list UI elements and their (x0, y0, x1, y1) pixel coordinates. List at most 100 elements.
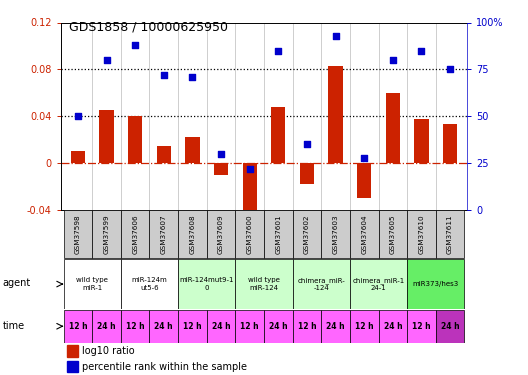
FancyBboxPatch shape (379, 310, 407, 343)
Text: GSM37602: GSM37602 (304, 214, 310, 254)
FancyBboxPatch shape (350, 310, 379, 343)
Text: 24 h: 24 h (326, 322, 345, 331)
Text: 12 h: 12 h (412, 322, 431, 331)
FancyBboxPatch shape (121, 210, 149, 258)
FancyBboxPatch shape (264, 210, 293, 258)
Text: GSM37606: GSM37606 (132, 214, 138, 254)
Bar (67, 345, 78, 357)
FancyBboxPatch shape (63, 259, 121, 309)
FancyBboxPatch shape (350, 259, 407, 309)
Bar (385, 93, 400, 163)
FancyBboxPatch shape (407, 310, 436, 343)
Text: log10 ratio: log10 ratio (82, 346, 135, 356)
Point (303, 141, 311, 147)
Text: 24 h: 24 h (155, 322, 173, 331)
Text: time: time (3, 321, 25, 331)
FancyBboxPatch shape (293, 210, 321, 258)
Text: GSM37600: GSM37600 (247, 214, 253, 254)
Bar (414, 118, 429, 163)
Bar (99, 110, 114, 163)
FancyBboxPatch shape (321, 210, 350, 258)
FancyBboxPatch shape (264, 310, 293, 343)
FancyBboxPatch shape (293, 259, 350, 309)
Text: GSM37610: GSM37610 (419, 214, 425, 254)
FancyBboxPatch shape (350, 210, 379, 258)
FancyBboxPatch shape (235, 210, 264, 258)
FancyBboxPatch shape (63, 310, 92, 343)
Bar (443, 124, 457, 163)
Point (102, 57, 111, 63)
Text: GSM37599: GSM37599 (103, 214, 109, 254)
Text: 12 h: 12 h (126, 322, 145, 331)
Bar (185, 137, 200, 163)
FancyBboxPatch shape (321, 310, 350, 343)
Text: 24 h: 24 h (383, 322, 402, 331)
FancyBboxPatch shape (379, 210, 407, 258)
Text: wild type
miR-1: wild type miR-1 (76, 278, 108, 291)
Text: GSM37607: GSM37607 (161, 214, 167, 254)
FancyBboxPatch shape (407, 259, 465, 309)
FancyBboxPatch shape (436, 210, 465, 258)
Text: GSM37603: GSM37603 (333, 214, 338, 254)
Text: 24 h: 24 h (441, 322, 459, 331)
Text: miR-124mut9-1
0: miR-124mut9-1 0 (180, 278, 234, 291)
FancyBboxPatch shape (121, 259, 178, 309)
Bar (128, 116, 143, 163)
Text: GSM37604: GSM37604 (361, 214, 367, 254)
Text: GSM37598: GSM37598 (75, 214, 81, 254)
Bar (242, 163, 257, 224)
FancyBboxPatch shape (178, 310, 207, 343)
Text: chimera_miR-1
24-1: chimera_miR-1 24-1 (352, 277, 404, 291)
Point (417, 48, 426, 54)
Text: miR373/hes3: miR373/hes3 (413, 281, 459, 287)
FancyBboxPatch shape (293, 310, 321, 343)
FancyBboxPatch shape (407, 210, 436, 258)
Text: 24 h: 24 h (97, 322, 116, 331)
Bar (71, 152, 85, 163)
FancyBboxPatch shape (235, 259, 293, 309)
Point (159, 72, 168, 78)
Text: 12 h: 12 h (240, 322, 259, 331)
Text: wild type
miR-124: wild type miR-124 (248, 278, 280, 291)
Point (217, 151, 225, 157)
Text: 12 h: 12 h (355, 322, 373, 331)
Bar (300, 163, 314, 184)
FancyBboxPatch shape (207, 210, 235, 258)
Bar (328, 66, 343, 163)
Text: percentile rank within the sample: percentile rank within the sample (82, 362, 248, 372)
Bar (357, 163, 371, 198)
FancyBboxPatch shape (178, 210, 207, 258)
Point (360, 154, 369, 160)
Text: 12 h: 12 h (298, 322, 316, 331)
FancyBboxPatch shape (207, 310, 235, 343)
Point (274, 48, 282, 54)
FancyBboxPatch shape (63, 210, 92, 258)
Text: 24 h: 24 h (212, 322, 230, 331)
Text: 24 h: 24 h (269, 322, 288, 331)
Point (332, 33, 340, 39)
Point (389, 57, 397, 63)
FancyBboxPatch shape (92, 310, 121, 343)
Text: GSM37605: GSM37605 (390, 214, 396, 254)
Text: GSM37609: GSM37609 (218, 214, 224, 254)
Text: 12 h: 12 h (69, 322, 87, 331)
Text: chimera_miR-
-124: chimera_miR- -124 (297, 277, 345, 291)
FancyBboxPatch shape (235, 310, 264, 343)
Text: agent: agent (3, 278, 31, 288)
Bar (157, 146, 171, 163)
FancyBboxPatch shape (149, 210, 178, 258)
Bar (67, 361, 78, 372)
FancyBboxPatch shape (149, 310, 178, 343)
Text: 12 h: 12 h (183, 322, 202, 331)
Point (188, 74, 196, 80)
Point (74, 113, 82, 119)
FancyBboxPatch shape (178, 259, 235, 309)
Text: GSM37601: GSM37601 (275, 214, 281, 254)
FancyBboxPatch shape (121, 310, 149, 343)
FancyBboxPatch shape (436, 310, 465, 343)
Bar (214, 163, 228, 175)
Point (246, 166, 254, 172)
Point (446, 66, 454, 72)
FancyBboxPatch shape (92, 210, 121, 258)
Bar (271, 107, 286, 163)
